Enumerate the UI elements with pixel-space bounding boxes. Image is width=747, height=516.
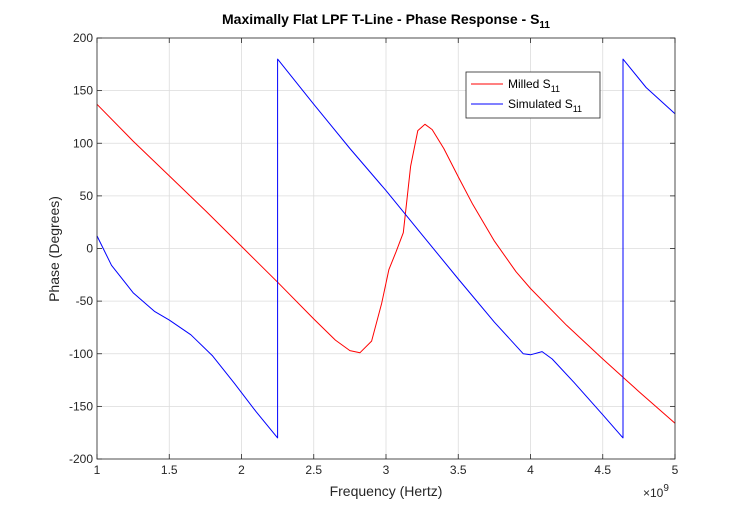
x-tick-label-7: 4.5 — [594, 463, 611, 477]
legend-box — [465, 71, 601, 119]
legend: Milled S11 Simulated S11 — [465, 71, 601, 119]
y-tick-label-6: 100 — [73, 136, 93, 150]
x-tick-label-4: 3 — [383, 463, 390, 477]
y-tick-label-4: 0 — [86, 242, 93, 256]
y-tick-label-3: -50 — [76, 294, 94, 308]
y-tick-label-2: -100 — [69, 347, 93, 361]
y-axis-label: Phase (Degrees) — [46, 196, 62, 302]
legend-label-simulated: Simulated S — [508, 97, 573, 111]
legend-subscript-simulated: 11 — [573, 104, 582, 114]
x-tick-label-5: 3.5 — [450, 463, 467, 477]
x-tick-label-1: 1.5 — [161, 463, 178, 477]
data-series — [96, 58, 676, 439]
y-tick-label-7: 150 — [73, 84, 93, 98]
x-axis-exponent: ×109 — [643, 483, 669, 500]
series-line-0 — [96, 103, 676, 424]
axis-ticks: 1 1.5 2 2.5 3 3.5 4 4.5 5 -200 -150 -100 -50 0 50 100 15… — [69, 31, 679, 477]
y-tick-label-0: -200 — [69, 452, 93, 466]
y-tick-label-5: 50 — [80, 189, 94, 203]
x-tick-label-3: 2.5 — [305, 463, 322, 477]
legend-entry-simulated: Simulated S11 — [508, 97, 582, 114]
x-axis-label: Frequency (Hertz) — [330, 483, 443, 499]
legend-subscript-milled: 11 — [551, 84, 560, 94]
x-tick-label-8: 5 — [672, 463, 679, 477]
x-tick-label-6: 4 — [527, 463, 534, 477]
chart-title-text: Maximally Flat LPF T-Line - Phase Respon… — [222, 11, 539, 27]
x-axis-exponent-power: 9 — [663, 483, 669, 494]
y-tick-label-1: -150 — [69, 399, 93, 413]
chart-title-subscript: 11 — [539, 20, 550, 31]
x-tick-label-2: 2 — [238, 463, 245, 477]
legend-entry-milled: Milled S11 — [508, 77, 560, 94]
chart-title: Maximally Flat LPF T-Line - Phase Respon… — [222, 11, 550, 31]
series-line-1 — [96, 58, 676, 439]
y-tick-label-8: 200 — [73, 31, 93, 45]
x-tick-label-0: 1 — [94, 463, 101, 477]
legend-label-milled: Milled S — [508, 77, 551, 91]
x-axis-exponent-base: ×10 — [643, 486, 664, 500]
